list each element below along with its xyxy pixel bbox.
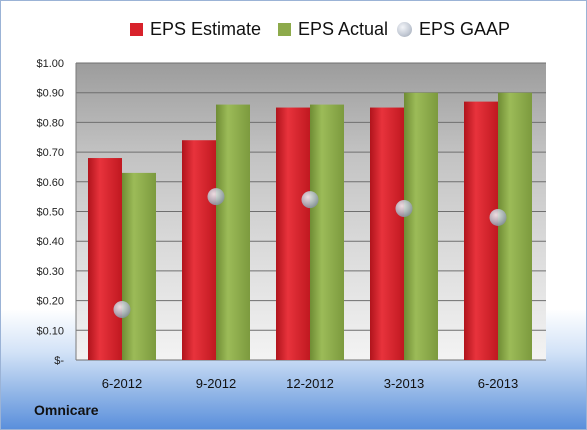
y-tick-label: $0.30 [36,266,64,278]
y-tick-label: $- [54,355,64,367]
point-eps-gaap [207,188,225,206]
point-eps-gaap [489,208,507,226]
company-name: Omnicare [34,402,99,418]
x-tick-label: 6-2012 [102,376,142,391]
bar-eps-estimate [182,140,216,360]
y-tick-label: $0.20 [36,296,64,308]
point-eps-gaap [301,191,319,209]
y-tick-label: $0.40 [36,236,64,248]
estimate-swatch-icon [130,22,143,36]
legend-label-actual: EPS Actual [298,18,389,39]
legend-label-gaap: EPS GAAP [419,18,511,39]
legend-item-estimate: EPS Estimate [130,18,261,40]
gaap-marker-icon [397,21,412,37]
actual-swatch-icon [278,22,291,36]
point-eps-gaap [395,200,413,218]
y-tick-label: $1.00 [36,58,64,70]
bar-eps-actual [498,92,532,360]
bar-eps-actual [122,172,156,360]
y-tick-label: $0.10 [36,325,64,337]
x-tick-label: 3-2013 [384,376,424,391]
bar-eps-estimate [370,107,404,360]
y-tick-label: $0.50 [36,207,64,219]
bar-eps-actual [404,92,438,360]
y-tick-label: $0.80 [36,117,64,129]
x-tick-label: 9-2012 [196,376,236,391]
y-tick-label: $0.70 [36,147,64,159]
y-tick-label: $0.60 [36,177,64,189]
x-tick-label: 12-2012 [286,376,334,391]
x-tick-label: 6-2013 [478,376,518,391]
y-tick-label: $0.90 [36,88,64,100]
point-eps-gaap [113,301,131,319]
legend-label-estimate: EPS Estimate [150,18,262,39]
legend-item-gaap: EPS GAAP [397,18,510,40]
bar-eps-estimate [464,101,498,361]
bar-eps-estimate [276,107,310,360]
bar-eps-actual [310,104,344,360]
bar-eps-actual [216,104,250,360]
bar-eps-estimate [88,158,122,360]
legend-item-actual: EPS Actual [278,18,388,40]
